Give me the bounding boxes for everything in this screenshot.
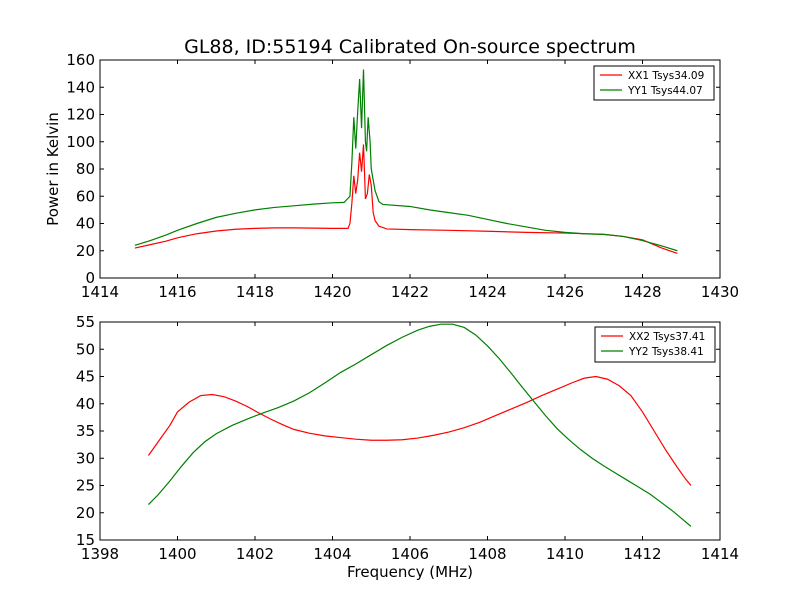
x-tick-label: 1422 [391, 283, 429, 301]
x-axis-label: Frequency (MHz) [347, 563, 473, 581]
x-tick-label: 1416 [158, 283, 196, 301]
y-tick-label: 55 [76, 313, 95, 331]
y-tick-label: 40 [76, 215, 95, 233]
series-line-xx2 [147, 375, 692, 486]
y-tick-label: 15 [76, 531, 95, 549]
x-tick-label: 1430 [701, 283, 739, 301]
x-tick-label: 1408 [468, 545, 506, 563]
series-line-yy2 [148, 323, 692, 527]
x-tick-label: 1426 [546, 283, 584, 301]
y-tick-label: 0 [85, 269, 95, 287]
series-line-yy1 [134, 69, 678, 252]
x-tick-label: 1402 [236, 545, 274, 563]
x-tick-label: 1428 [623, 283, 661, 301]
y-tick-label: 20 [76, 242, 95, 260]
legend-label: XX2 Tsys37.41 [629, 331, 705, 343]
legend-1: XX1 Tsys34.09 YY1 Tsys44.07 [593, 65, 715, 101]
legend-label: YY1 Tsys44.07 [627, 85, 703, 97]
y-tick-label: 80 [76, 160, 95, 178]
y-tick-label: 30 [76, 449, 95, 467]
x-tick-label: 1410 [546, 545, 584, 563]
x-tick-label: 1424 [468, 283, 506, 301]
y-tick-label: 100 [66, 133, 95, 151]
y-tick-label: 40 [76, 395, 95, 413]
x-tick-label: 1398 [81, 545, 119, 563]
x-tick-label: 1400 [158, 545, 196, 563]
x-tick-label: 1420 [313, 283, 351, 301]
y-tick-label: 20 [76, 504, 95, 522]
x-tick-label: 1414 [701, 545, 739, 563]
y-tick-label: 60 [76, 187, 95, 205]
y-tick-label: 160 [66, 51, 95, 69]
legend-label: YY2 Tsys38.41 [628, 346, 704, 358]
x-tick-label: 1414 [81, 283, 119, 301]
x-tick-label: 1404 [313, 545, 351, 563]
plot-panel-1: 1414 1416 1418 1420 1422 1424 1426 1428 1430 0 20 4… [44, 51, 739, 301]
x-tick-label: 1412 [623, 545, 661, 563]
legend-box [594, 326, 716, 363]
y-tick-label: 50 [76, 340, 95, 358]
series-line-xx1 [134, 144, 678, 255]
y-tick-label: 35 [76, 422, 95, 440]
y-tick-label: 45 [76, 368, 95, 386]
plot-panel-2: 1398 1400 1402 1404 1406 1408 1410 1412 1414 15 20… [76, 313, 739, 581]
x-tick-label: 1418 [236, 283, 274, 301]
y-tick-label: 140 [66, 78, 95, 96]
x-tick-label: 1406 [391, 545, 429, 563]
legend-label: XX1 Tsys34.09 [628, 70, 704, 82]
y-tick-label: 120 [66, 106, 95, 124]
legend-2: XX2 Tsys37.41 YY2 Tsys38.41 [594, 326, 716, 363]
legend-box [593, 65, 715, 101]
chart-title: GL88, ID:55194 Calibrated On-source spec… [184, 36, 636, 58]
y-axis-label: Power in Kelvin [44, 112, 62, 226]
y-tick-label: 25 [76, 477, 95, 495]
